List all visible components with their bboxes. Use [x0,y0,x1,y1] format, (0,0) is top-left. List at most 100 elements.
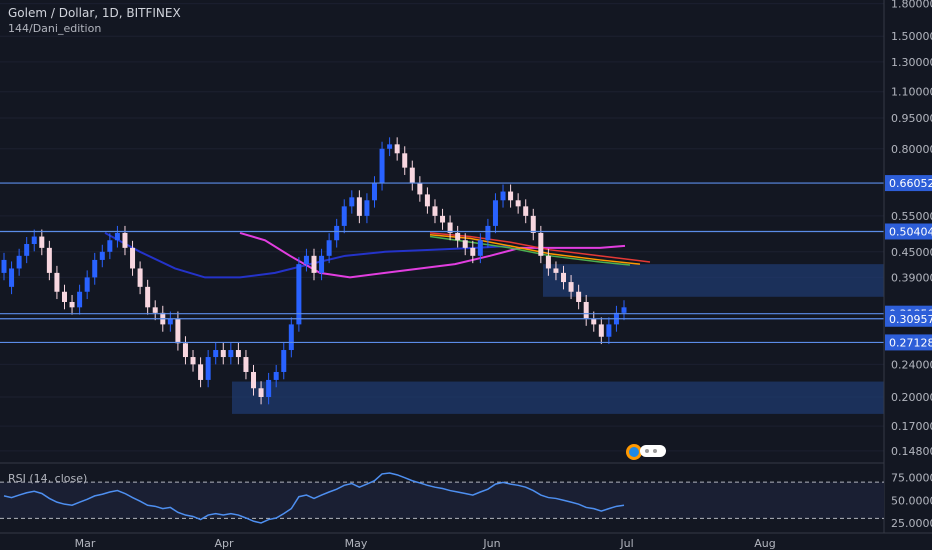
candle-body [424,194,430,207]
zone-rect [543,264,884,297]
price-tag-label: 0.66052 [889,177,932,190]
ma-blue-line [104,232,511,279]
price-tag [885,175,932,192]
candle-body [417,183,423,195]
candle-body [243,357,249,372]
price-tick-label: 0.17000 [891,420,932,433]
candle-body [500,191,506,201]
candle-body [182,343,188,358]
rsi-line [3,472,625,524]
price-tag [885,334,932,351]
rsi-tick-label: 75.0000 [891,472,932,485]
candle-body [220,350,226,358]
candle-body [24,244,30,256]
candle-body [440,215,446,223]
rsi-band [0,482,884,519]
price-tick-label: 1.10000 [891,86,932,99]
candle-body [394,144,400,154]
candle-body [69,301,75,308]
candle-body [31,236,37,245]
candle-body [508,191,514,201]
candle-body [432,206,438,216]
candle-body [591,318,597,325]
candle-body [266,379,272,397]
time-axis[interactable]: Mar Apr May Jun Jul Aug [75,537,776,550]
candle-body [228,350,234,358]
price-tick-label: 0.95000 [891,112,932,125]
price-tick-label: 1.80000 [891,0,932,11]
candle-body [334,225,340,241]
event-badge[interactable] [626,444,666,460]
time-tick-label: Apr [214,537,234,550]
candle-body [485,225,491,241]
candle-body [235,350,241,358]
candle-body [364,200,370,216]
candle-body [583,301,589,319]
price-tick-label: 0.80000 [891,143,932,156]
candle-body [606,324,612,337]
price-tick-label: 0.20000 [891,391,932,404]
candle-body [130,247,136,269]
candle-body [273,371,279,380]
time-tick-label: May [345,537,368,550]
candle-body [114,232,120,241]
price-tick-label: 0.14800 [891,445,932,458]
price-tick-label: 0.45000 [891,246,932,259]
price-axis[interactable]: 1.80000 1.50000 1.30000 1.10000 0.95000 0.800… [891,0,932,458]
time-tick-label: Aug [754,537,775,550]
candle-body [311,255,317,273]
candle-body [470,247,476,256]
candle-body [288,324,294,351]
candle-body [409,167,415,184]
candle-body [213,350,219,358]
candle-body [122,232,128,248]
rsi-title: RSI (14, close) [8,472,88,485]
candle-body [281,350,287,372]
candle-body [1,259,7,273]
candle-body [198,364,204,380]
candle-body [561,272,567,283]
candle-body [326,240,332,256]
candles [1,137,627,405]
time-tick-label: Mar [75,537,96,550]
candle-body [61,291,67,302]
price-tick-label: 0.39000 [891,271,932,284]
candle-body [107,240,113,252]
candle-body [9,268,15,287]
candle-body [152,307,158,313]
price-tick-label: 0.55000 [891,210,932,223]
candle-body [167,318,173,325]
candle-body [621,307,627,313]
candle-body [92,259,98,278]
price-tag-label: 0.30957 [889,313,932,326]
price-tick-label: 1.30000 [891,56,932,69]
badge-inner-icon [629,447,639,457]
time-tick-label: Jun [482,537,500,550]
candle-body [145,286,151,308]
candle-body [99,251,105,260]
candle-body [16,255,22,269]
indicator-title: 144/Dani_edition [8,22,102,35]
candle-body [462,240,468,248]
candle-body [39,236,45,248]
candle-body [598,324,604,337]
price-tag [885,223,932,240]
ma-red-line [429,232,651,263]
candle-body [341,206,347,226]
candle-body [387,144,393,149]
candle-body [349,197,355,207]
candle-body [379,148,385,184]
zone-rect [232,381,884,414]
price-tag [885,310,932,327]
candle-body [402,153,408,168]
badge-dot-icon [645,449,649,453]
candle-body [137,268,143,287]
candle-body [77,291,83,308]
chart-title: Golem / Dollar, 1D, BITFINEX [8,6,181,20]
candle-body [84,277,90,292]
candle-body [46,247,52,273]
candle-body [251,371,257,389]
candle-body [190,357,196,365]
